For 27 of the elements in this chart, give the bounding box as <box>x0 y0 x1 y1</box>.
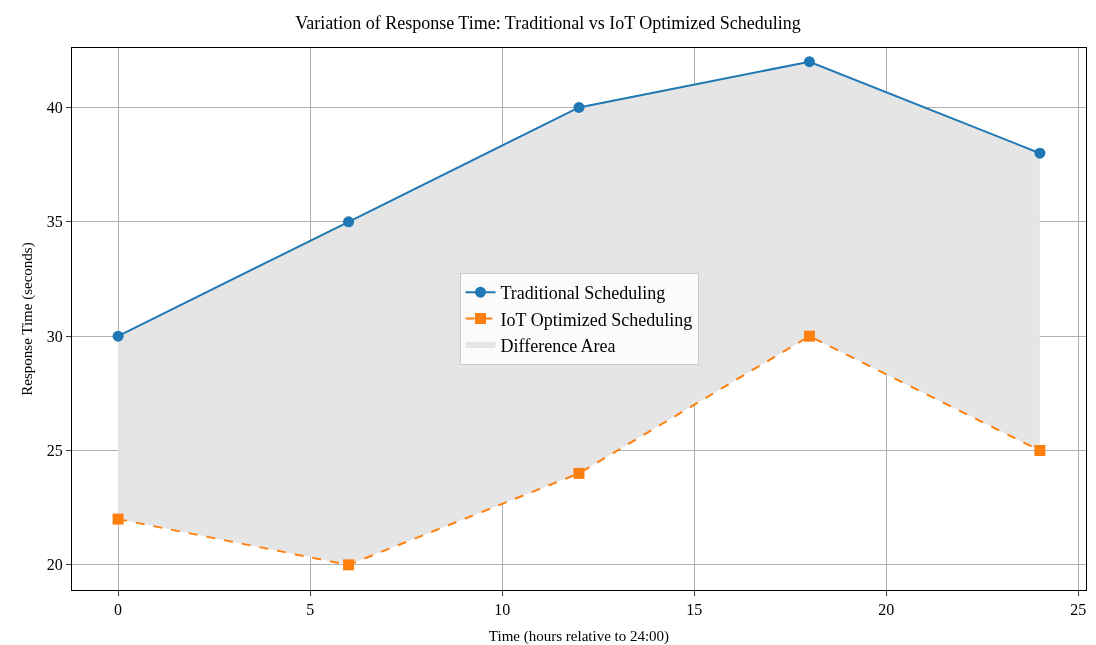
x-axis-title: Time (hours relative to 24:00) <box>488 628 670 645</box>
x-tick-label: 10 <box>494 601 511 619</box>
x-tick-label: 20 <box>878 601 895 619</box>
point <box>573 101 585 113</box>
point <box>112 513 124 525</box>
point <box>1034 445 1046 456</box>
point <box>343 216 355 228</box>
y-tick-label: 25 <box>46 442 63 460</box>
y-tick-label: 30 <box>46 327 63 345</box>
y-tick-label: 40 <box>46 99 63 117</box>
point <box>573 467 585 479</box>
legend-label: Traditional Scheduling <box>500 283 666 304</box>
y-axis-title: Response Time (seconds) <box>19 242 36 396</box>
x-tick-label: 0 <box>114 601 123 619</box>
chart-title: Variation of Response Time: Traditional vs IoT Optimized Scheduling <box>295 12 801 33</box>
legend-label: IoT Optimized Scheduling <box>500 309 693 330</box>
point <box>1034 147 1046 159</box>
x-tick-label: 5 <box>306 601 315 619</box>
x-tick-label: 15 <box>686 601 703 619</box>
point <box>343 559 355 571</box>
x-tick-label: 25 <box>1070 601 1087 619</box>
y-tick-label: 35 <box>46 213 63 231</box>
point <box>803 56 815 68</box>
y-tick-label: 20 <box>46 556 63 574</box>
legend-label: Difference Area <box>500 336 616 357</box>
point <box>803 330 815 342</box>
point <box>112 330 124 342</box>
